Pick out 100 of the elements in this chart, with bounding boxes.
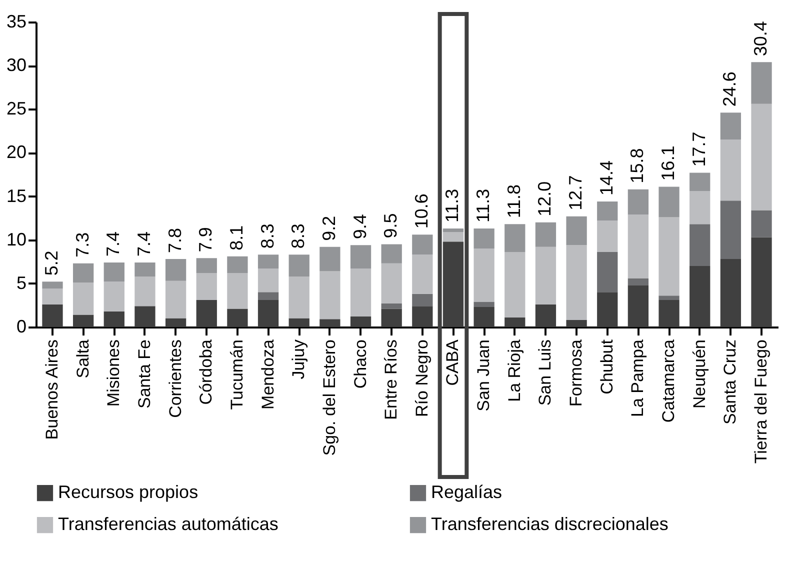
total-label: 9.5 (380, 213, 401, 238)
bar (227, 308, 248, 327)
x-tick-label: CABA (443, 338, 462, 386)
x-tick-label: Entre Ríos (382, 340, 401, 420)
bar (442, 228, 464, 232)
bar (350, 316, 372, 327)
x-tick-label: Tucumán (227, 340, 246, 410)
bar (628, 214, 649, 278)
y-tick-label: 0 (16, 316, 26, 336)
total-label: 9.4 (350, 214, 370, 240)
bar (597, 292, 618, 327)
bar (658, 186, 680, 218)
total-label: 8.3 (257, 224, 278, 249)
y-tick-label: 5 (16, 272, 26, 293)
total-label: 7.4 (103, 231, 124, 257)
y-tick-label: 30 (6, 55, 26, 76)
bar (288, 276, 310, 318)
y-tick-label: 20 (6, 142, 26, 162)
legend-label: Transferencias automáticas (58, 514, 278, 534)
total-label: 9.2 (318, 216, 339, 241)
x-tick-label: Corrientes (166, 340, 185, 418)
bar (196, 300, 217, 327)
bar (628, 189, 649, 215)
bar (597, 252, 618, 292)
x-tick-label: San Juan (474, 340, 494, 412)
bar (412, 306, 433, 327)
total-label: 15.8 (627, 148, 648, 184)
x-tick-label: Chaco (350, 340, 370, 389)
bar (258, 254, 279, 269)
bar (165, 280, 186, 318)
x-tick-label: San Luis (536, 340, 555, 406)
bar (751, 62, 772, 104)
bar (165, 318, 186, 327)
x-tick-label: Salta (73, 338, 92, 378)
bar (720, 140, 742, 201)
total-label: 8.1 (226, 225, 246, 250)
total-label: 12.0 (534, 181, 555, 216)
bar (227, 256, 248, 273)
bar (381, 303, 402, 309)
total-label: 14.4 (596, 160, 616, 196)
bar (72, 263, 94, 283)
total-label: 17.7 (688, 132, 709, 167)
x-tick-label: La Rioja (504, 338, 524, 402)
bar (196, 258, 217, 273)
bar (104, 311, 124, 327)
bar (42, 282, 63, 289)
bar (350, 268, 372, 317)
x-tick-label: Córdoba (196, 338, 216, 405)
x-tick-label: Chubut (597, 339, 616, 394)
x-tick-label: Neuquén (690, 340, 709, 409)
bar (320, 246, 340, 272)
x-tick-label: Buenos Aires (42, 340, 62, 440)
x-tick-label: Formosa (566, 338, 586, 407)
bar (104, 282, 124, 312)
total-label: 10.6 (411, 194, 432, 229)
bar (381, 308, 402, 327)
bar (504, 317, 526, 327)
bar (720, 259, 742, 327)
bar (134, 262, 156, 276)
bar (720, 200, 742, 260)
bar (72, 314, 94, 327)
bar (474, 228, 494, 249)
bar (535, 222, 556, 247)
legend-label: Regalías (431, 482, 502, 502)
bar (258, 292, 279, 300)
bar (258, 300, 279, 327)
bar (442, 242, 464, 327)
bar (535, 246, 556, 304)
bar (442, 232, 464, 242)
bar (751, 237, 772, 327)
x-tick-label: La Pampa (628, 338, 648, 417)
total-label: 7.4 (134, 231, 154, 257)
x-tick-label: Tierra del Fuego (752, 340, 771, 464)
bar (658, 217, 680, 296)
bar (165, 259, 186, 281)
bar (504, 252, 526, 318)
bar (350, 245, 372, 269)
bar (566, 216, 587, 246)
bar (227, 272, 248, 309)
bar (258, 268, 279, 292)
bar (412, 234, 433, 255)
x-tick-label: Sgo. del Estero (320, 340, 339, 456)
x-tick-label: Río Negro (412, 340, 432, 417)
total-label: 11.8 (504, 184, 524, 218)
bar (690, 191, 710, 224)
bar (474, 306, 494, 327)
bar (320, 271, 340, 320)
bar (381, 244, 402, 264)
total-label: 12.7 (566, 175, 586, 210)
legend-label: Transferencias discrecionales (431, 514, 668, 534)
x-tick-label: Misiones (104, 340, 124, 407)
bar (196, 272, 217, 300)
total-label: 5.2 (41, 250, 62, 276)
total-label: 11.3 (473, 188, 494, 223)
bar (720, 112, 742, 140)
total-label: 16.1 (658, 146, 678, 181)
bar (320, 319, 340, 327)
bar (474, 248, 494, 302)
y-tick-label: 25 (6, 98, 26, 119)
x-tick-label: Santa Cruz (720, 340, 740, 425)
